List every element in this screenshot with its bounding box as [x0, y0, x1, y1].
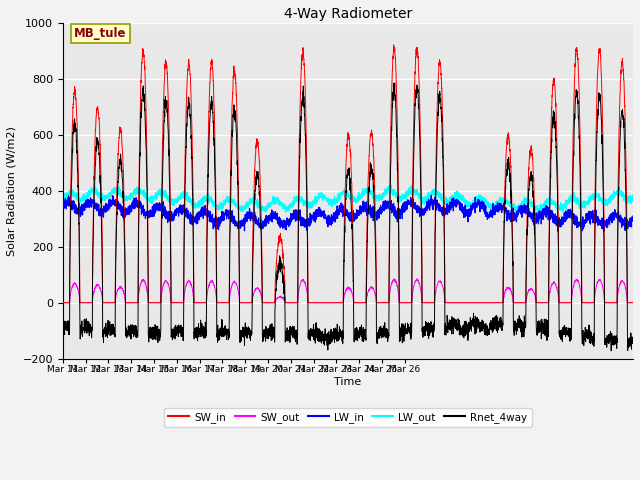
LW_out — [59, 200, 67, 205]
Line: SW_in: SW_in — [63, 45, 633, 303]
LW_in — [413, 206, 421, 212]
LW_out — [414, 189, 422, 195]
LW_in — [629, 216, 637, 222]
LW_out — [629, 195, 637, 201]
LW_in — [404, 197, 412, 203]
Line: SW_out: SW_out — [63, 279, 633, 303]
LW_out — [218, 206, 226, 212]
Rnet_4way — [181, 191, 189, 197]
Y-axis label: Solar Radiation (W/m2): Solar Radiation (W/m2) — [7, 126, 17, 256]
Line: Rnet_4way: Rnet_4way — [63, 83, 633, 351]
SW_out — [629, 300, 637, 306]
LW_in — [181, 207, 189, 213]
Rnet_4way — [607, 348, 615, 354]
LW_in — [575, 222, 583, 228]
SW_out — [59, 300, 67, 306]
LW_out — [534, 211, 542, 216]
LW_out — [404, 193, 412, 199]
SW_in — [404, 300, 412, 306]
Rnet_4way — [391, 80, 399, 86]
Rnet_4way — [629, 336, 637, 342]
Text: MB_tule: MB_tule — [74, 27, 127, 40]
SW_out — [218, 300, 226, 306]
SW_in — [629, 300, 637, 306]
Legend: SW_in, SW_out, LW_in, LW_out, Rnet_4way: SW_in, SW_out, LW_in, LW_out, Rnet_4way — [164, 408, 531, 427]
SW_out — [629, 300, 637, 306]
Rnet_4way — [629, 337, 637, 343]
LW_in — [59, 200, 67, 206]
SW_in — [59, 300, 67, 306]
LW_out — [575, 199, 583, 204]
SW_in — [218, 300, 226, 306]
LW_in — [629, 213, 637, 219]
SW_in — [181, 164, 189, 170]
SW_out — [390, 276, 397, 282]
SW_out — [404, 300, 412, 306]
Rnet_4way — [414, 90, 422, 96]
SW_out — [414, 277, 422, 283]
LW_out — [408, 182, 415, 188]
LW_in — [218, 217, 226, 223]
SW_in — [575, 83, 583, 89]
SW_out — [181, 288, 189, 293]
LW_in — [428, 192, 435, 198]
Rnet_4way — [59, 316, 67, 322]
Line: LW_in: LW_in — [63, 195, 633, 232]
Rnet_4way — [218, 334, 226, 340]
SW_out — [575, 281, 583, 287]
X-axis label: Time: Time — [334, 377, 362, 387]
Rnet_4way — [404, 328, 412, 334]
LW_out — [629, 193, 637, 199]
SW_in — [414, 48, 422, 54]
SW_in — [629, 300, 637, 306]
SW_in — [390, 42, 397, 48]
LW_out — [181, 192, 189, 198]
Line: LW_out: LW_out — [63, 185, 633, 214]
LW_in — [600, 229, 607, 235]
Rnet_4way — [575, 126, 583, 132]
Title: 4-Way Radiometer: 4-Way Radiometer — [284, 7, 412, 21]
